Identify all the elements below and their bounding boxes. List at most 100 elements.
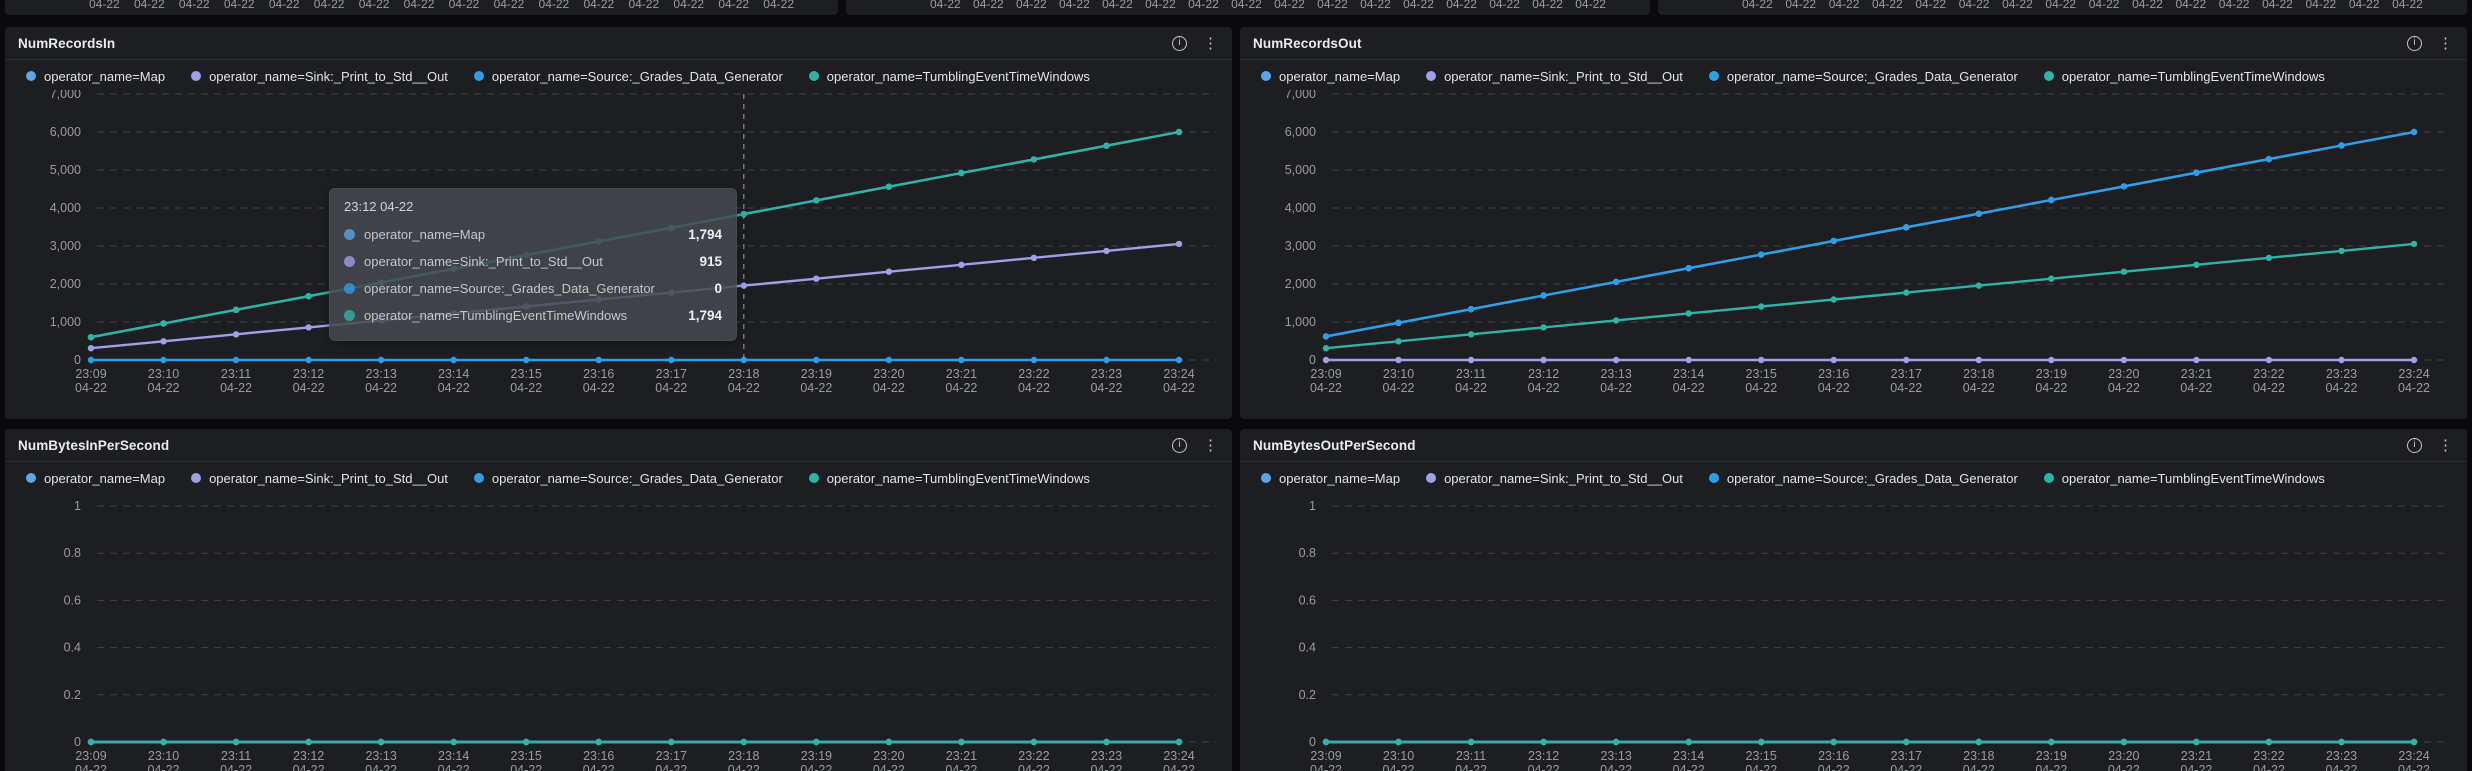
info-icon[interactable]: i [1172, 35, 1187, 51]
data-point [1758, 738, 1765, 746]
legend-item[interactable]: operator_name=Map [26, 471, 165, 486]
kebab-menu-icon[interactable]: ⋮ [2438, 436, 2453, 454]
kebab-menu-icon[interactable]: ⋮ [1203, 436, 1218, 454]
x-axis-label: 23:09 04-22 [1310, 367, 1342, 395]
y-axis-label: 0 [1309, 735, 1316, 749]
y-axis-label: 2,000 [1285, 277, 1316, 291]
legend-item[interactable]: operator_name=Map [26, 69, 165, 84]
data-point [377, 356, 385, 364]
legend-item[interactable]: operator_name=Map [1261, 69, 1400, 84]
info-icon[interactable]: i [1172, 437, 1187, 453]
data-point [160, 356, 167, 364]
info-icon[interactable]: i [2407, 437, 2422, 453]
legend-item[interactable]: operator_name=Map [1261, 471, 1400, 486]
tick-label: 04-22 [2305, 0, 2337, 11]
data-point [1175, 240, 1183, 248]
tick-label: 04-22 [2088, 0, 2120, 11]
panel-header: NumBytesOutPerSecond i ⋮ [1240, 429, 2467, 462]
legend-label: operator_name=Source:_Grades_Data_Genera… [491, 68, 783, 84]
data-point [450, 356, 457, 364]
chart-numbytesoutpersecond[interactable]: 0 0.2 0.4 0.6 0.8 1 23:09 04-22 23:10 04-22 23:11 0… [1240, 488, 2467, 771]
x-axis-label: 23:20 04-22 [873, 749, 905, 771]
y-axis-label: 1,000 [1285, 315, 1316, 329]
y-axis-label: 6,000 [1285, 125, 1316, 139]
x-axis-label: 23:24 04-22 [2398, 749, 2430, 771]
legend-label: operator_name=Sink:_Print_to_Std__Out [209, 68, 448, 84]
data-point [1030, 738, 1038, 746]
x-axis-label: 23:10 04-22 [1383, 367, 1415, 395]
legend-item[interactable]: operator_name=TumblingEventTimeWindows [2043, 69, 2325, 84]
kebab-menu-icon[interactable]: ⋮ [1203, 34, 1218, 52]
chart-numrecordsout[interactable]: 0 1,000 2,000 3,000 4,000 5,000 6,000 7,000 23:0… [1240, 86, 2467, 419]
data-point [958, 356, 965, 364]
series-line [1325, 242, 2415, 350]
x-axis-label: 23:11 04-22 [220, 367, 252, 395]
legend-item[interactable]: operator_name=Source:_Grades_Data_Genera… [473, 68, 783, 84]
legend-item[interactable]: operator_name=Source:_Grades_Data_Genera… [1708, 69, 2018, 84]
legend-item[interactable]: operator_name=Source:_Grades_Data_Genera… [473, 471, 783, 486]
data-point [2265, 254, 2273, 261]
x-axis-label: 23:13 04-22 [1600, 749, 1632, 771]
y-axis-label: 0 [74, 353, 81, 367]
info-icon[interactable]: i [2407, 35, 2422, 51]
x-axis-label: 23:23 04-22 [2325, 367, 2357, 395]
line-chart[interactable]: 0 0.2 0.4 0.6 0.8 1 23:09 04-22 23:10 04-22 23:11 0… [1248, 492, 2459, 771]
x-axis-label: 23:10 04-22 [148, 367, 180, 395]
x-axis-label: 23:18 04-22 [728, 367, 760, 395]
x-axis-label: 23:19 04-22 [2035, 749, 2067, 771]
tick-label: 04-22 [1145, 0, 1176, 11]
data-point [160, 738, 167, 746]
legend-item[interactable]: operator_name=Sink:_Print_to_Std__Out [1426, 69, 1683, 84]
legend-item[interactable]: operator_name=Sink:_Print_to_Std__Out [1426, 471, 1683, 486]
tick-label: 04-22 [133, 0, 165, 11]
data-point [1467, 331, 1475, 338]
data-point [305, 356, 312, 364]
x-axis-label: 23:22 04-22 [1018, 367, 1050, 395]
data-point [595, 738, 602, 746]
legend-item[interactable]: operator_name=Source:_Grades_Data_Genera… [1708, 471, 2018, 486]
data-point [1903, 224, 1910, 231]
chart-tooltip: 23:12 04-22 operator_name=Map 1,794 operat… [329, 188, 737, 341]
legend-item[interactable]: operator_name=Sink:_Print_to_Std__Out [191, 471, 448, 486]
chart-numbytesinpersecond[interactable]: 0 0.2 0.4 0.6 0.8 1 23:09 04-22 23:10 04-22 23:11 0… [5, 488, 1232, 771]
chart-numrecordsin[interactable]: 0 1,000 2,000 3,000 4,000 5,000 6,000 7,000 23:0… [5, 86, 1232, 419]
tick-label: 04-22 [493, 0, 525, 11]
kebab-menu-icon[interactable]: ⋮ [2438, 34, 2453, 52]
line-chart[interactable]: 0 1,000 2,000 3,000 4,000 5,000 6,000 7,000 23:0… [13, 90, 1224, 408]
legend-item[interactable]: operator_name=TumblingEventTimeWindows [808, 471, 1090, 486]
line-chart[interactable]: 0 1,000 2,000 3,000 4,000 5,000 6,000 7,000 23:0… [1248, 90, 2459, 408]
tooltip-value: 0 [714, 281, 722, 296]
tick-label: 04-22 [718, 0, 750, 11]
data-point [2193, 261, 2200, 268]
y-axis-label: 3,000 [50, 239, 81, 253]
line-chart[interactable]: 0 0.2 0.4 0.6 0.8 1 23:09 04-22 23:10 04-22 23:11 0… [13, 492, 1224, 771]
data-point [2193, 169, 2200, 176]
cropped-panel: 04-22 04-22 04-22 04-22 04-22 04-22 04-22 04-22… [846, 0, 1650, 15]
data-point [885, 356, 893, 364]
data-point [232, 306, 240, 313]
panel-header: NumBytesInPerSecond i ⋮ [5, 429, 1232, 462]
legend-item[interactable]: operator_name=Sink:_Print_to_Std__Out [191, 69, 448, 84]
legend-label: operator_name=Sink:_Print_to_Std__Out [1444, 68, 1683, 84]
x-axis-label: 23:22 04-22 [2253, 367, 2285, 395]
data-point [2265, 738, 2273, 746]
legend-label: operator_name=Map [1279, 470, 1401, 486]
data-point [523, 738, 530, 746]
x-axis-label: 23:23 04-22 [2325, 749, 2357, 771]
legend-item[interactable]: operator_name=TumblingEventTimeWindows [2043, 471, 2325, 486]
tick-label: 04-22 [1532, 0, 1563, 11]
legend-label: operator_name=Sink:_Print_to_Std__Out [1444, 470, 1683, 486]
data-point [2338, 738, 2345, 746]
data-point [2048, 738, 2055, 746]
data-point [2410, 128, 2418, 136]
tooltip-series-label: operator_name=Source:_Grades_Data_Genera… [364, 281, 655, 296]
x-axis-label: 23:12 04-22 [293, 367, 325, 395]
tick-label: 04-22 [673, 0, 705, 11]
tick-label: 04-22 [1958, 0, 1990, 11]
data-point [1975, 356, 1982, 364]
legend-item[interactable]: operator_name=TumblingEventTimeWindows [808, 69, 1090, 84]
data-point [1685, 356, 1692, 364]
legend: operator_name=Map operator_name=Sink:_Pri… [1240, 60, 2467, 86]
legend: operator_name=Map operator_name=Sink:_Pri… [1240, 462, 2467, 488]
y-axis-label: 0.4 [1299, 641, 1316, 655]
